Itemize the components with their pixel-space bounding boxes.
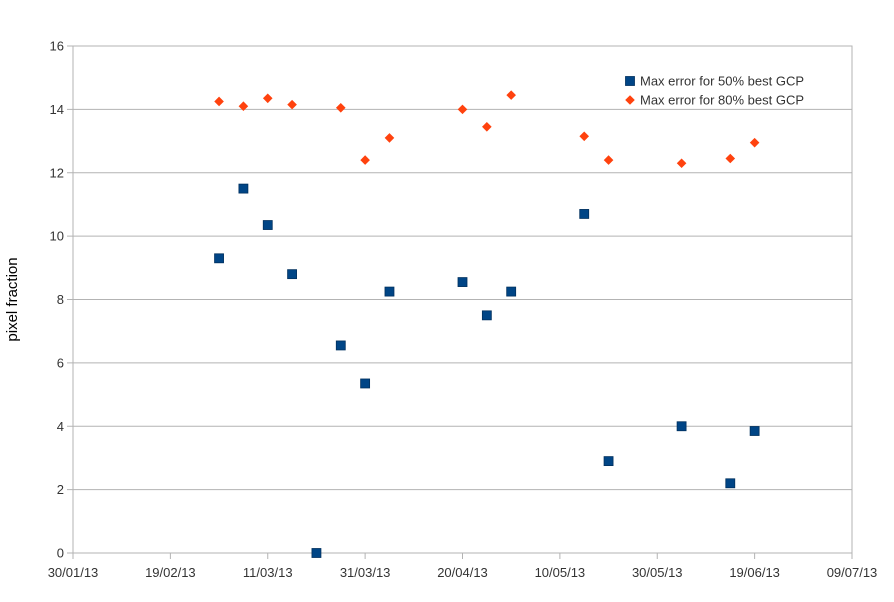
data-point-diamond: [287, 99, 297, 110]
data-point-square: [238, 183, 249, 194]
x-tick-label: 30/05/13: [632, 565, 683, 580]
data-point-diamond: [238, 101, 249, 112]
legend: Max error for 50% best GCP Max error for …: [625, 74, 804, 108]
axis-layer: [67, 45, 853, 559]
data-point-diamond: [579, 131, 590, 142]
data-point-square: [311, 548, 322, 558]
data-point-diamond: [676, 158, 687, 169]
y-tick-label: 14: [50, 102, 64, 117]
data-point-diamond: [725, 153, 736, 164]
data-point-square: [725, 478, 736, 489]
series-2: [214, 90, 760, 169]
plot-area-frame: [72, 45, 853, 554]
tick-label-layer: 0 2 4 6 8 10 12 14 16 30/01/13 19/02/13 11/03/13 31/…: [48, 39, 878, 581]
x-tick-label: 20/04/13: [437, 565, 488, 580]
x-tick-label: 11/03/13: [243, 565, 293, 580]
data-point-square: [384, 286, 395, 297]
x-tick-label: 19/06/13: [729, 565, 780, 580]
data-point-square: [603, 456, 614, 467]
y-tick-label: 4: [57, 419, 64, 434]
data-point-square: [749, 426, 760, 436]
data-point-square: [287, 269, 297, 280]
data-point-diamond: [335, 102, 346, 113]
y-tick-label: 6: [57, 355, 64, 370]
series-1: [214, 183, 760, 558]
data-point-diamond: [749, 137, 760, 148]
data-point-diamond: [603, 155, 614, 165]
legend-label: Max error for 80% best GCP: [640, 93, 804, 108]
x-tick-label: 09/07/13: [827, 565, 878, 580]
legend-marker: [625, 76, 635, 86]
data-point-square: [360, 378, 371, 389]
data-point-square: [481, 310, 492, 321]
data-point-square: [262, 220, 273, 230]
data-point-diamond: [457, 104, 468, 115]
data-point-square: [214, 253, 224, 264]
x-tick-label: 19/02/13: [145, 565, 196, 580]
data-point-diamond: [482, 122, 492, 132]
grid-layer: [73, 45, 852, 554]
y-tick-label: 2: [57, 482, 64, 497]
data-point-diamond: [360, 155, 370, 165]
data-point-diamond: [262, 93, 273, 104]
y-axis-title: pixel fraction: [4, 257, 21, 341]
y-tick-label: 0: [57, 546, 64, 561]
data-point-square: [457, 277, 468, 287]
data-point-square: [506, 286, 517, 297]
data-point-square: [676, 421, 687, 432]
legend-marker: [625, 95, 635, 105]
data-points-layer: [214, 90, 760, 558]
x-tick-label: 30/01/13: [48, 565, 99, 580]
y-tick-label: 8: [57, 292, 64, 307]
data-point-diamond: [214, 96, 224, 107]
y-tick-label: 16: [50, 39, 64, 54]
x-tick-label: 10/05/13: [535, 565, 586, 580]
legend-label: Max error for 50% best GCP: [640, 74, 804, 89]
y-tick-label: 12: [50, 165, 64, 180]
data-point-square: [335, 340, 346, 351]
data-point-square: [579, 209, 590, 219]
y-tick-label: 10: [50, 229, 64, 244]
data-point-diamond: [506, 90, 516, 100]
x-tick-label: 31/03/13: [340, 565, 391, 580]
data-point-diamond: [384, 133, 395, 143]
